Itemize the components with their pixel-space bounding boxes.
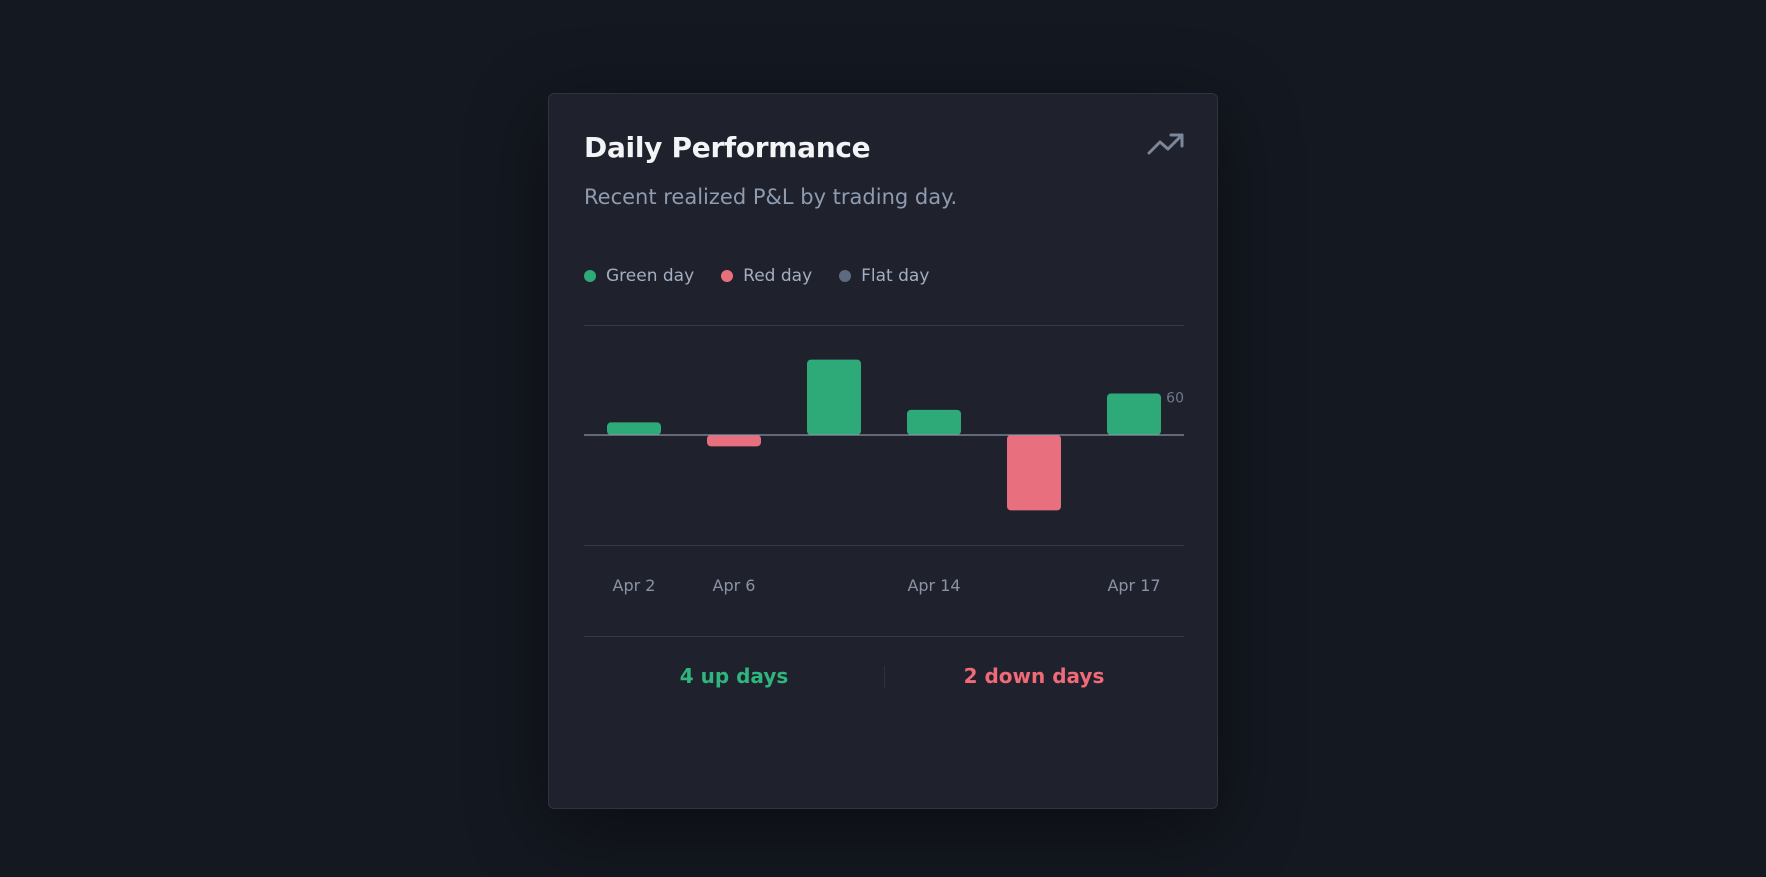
x-tick-label: Apr 2 bbox=[613, 576, 656, 595]
bar-4 bbox=[907, 409, 961, 435]
x-tick-label: Apr 6 bbox=[713, 576, 756, 595]
daily-performance-card: Daily Performance Recent realized P&L by… bbox=[548, 93, 1218, 809]
card-title: Daily Performance bbox=[584, 131, 871, 164]
legend-item-green-day: Green day bbox=[584, 266, 694, 286]
bar-5 bbox=[1007, 435, 1061, 511]
legend-label-green-day: Green day bbox=[606, 266, 695, 286]
bar-3 bbox=[807, 359, 861, 435]
chart-legend: Green day Red day Flat day bbox=[584, 264, 956, 288]
trending-up-icon bbox=[1147, 133, 1184, 155]
footer-separator bbox=[884, 666, 885, 688]
up-days-count: 4 up days bbox=[679, 664, 789, 688]
card-subtitle: Recent realized P&L by trading day. bbox=[584, 185, 958, 209]
down-days-count: 2 down days bbox=[963, 664, 1105, 688]
y-tick-label: 60 bbox=[1166, 390, 1184, 406]
footer-divider bbox=[584, 636, 1184, 637]
legend-label-flat-day: Flat day bbox=[861, 266, 930, 286]
legend-item-flat-day: Flat day bbox=[839, 266, 929, 286]
legend-dot-green bbox=[584, 270, 596, 282]
bar-1 bbox=[607, 422, 661, 435]
bar-6 bbox=[1107, 393, 1161, 435]
daily-pnl-bar-chart: 60 Apr 2 Apr 6 Apr 14 Apr 17 bbox=[584, 325, 1184, 595]
legend-item-red-day: Red day bbox=[721, 266, 812, 286]
legend-dot-red bbox=[721, 270, 734, 282]
legend-label-red-day: Red day bbox=[743, 266, 813, 286]
legend-dot-flat bbox=[839, 270, 852, 282]
bar-2 bbox=[707, 435, 761, 447]
x-tick-label: Apr 14 bbox=[907, 576, 960, 595]
x-tick-label: Apr 17 bbox=[1107, 576, 1160, 595]
